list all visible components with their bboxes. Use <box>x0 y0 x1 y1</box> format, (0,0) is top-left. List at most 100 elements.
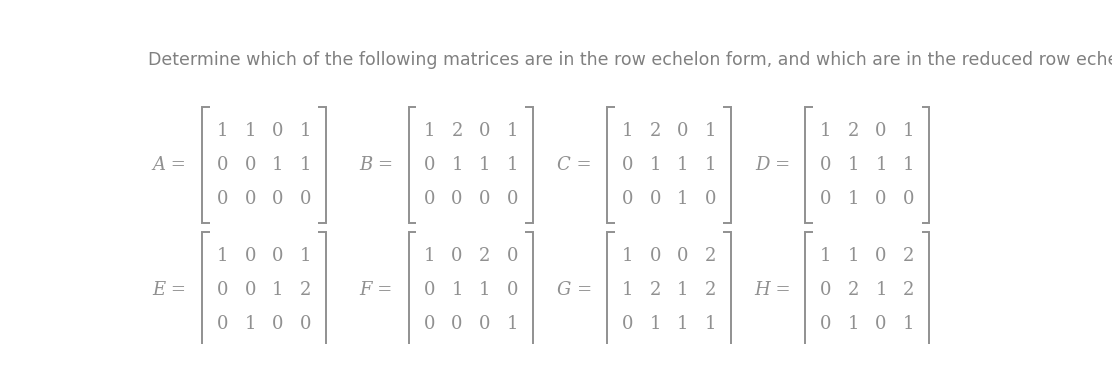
Text: 1: 1 <box>875 156 886 174</box>
Text: 0: 0 <box>875 247 886 265</box>
Text: 0: 0 <box>217 315 228 333</box>
Text: 1: 1 <box>847 247 860 265</box>
Text: 0: 0 <box>649 190 661 208</box>
Text: 0: 0 <box>677 247 688 265</box>
Text: 1: 1 <box>299 156 311 174</box>
Text: 1: 1 <box>821 122 832 140</box>
Text: 1: 1 <box>451 281 463 299</box>
Text: 1: 1 <box>705 156 716 174</box>
Text: 0: 0 <box>245 156 256 174</box>
Text: 1: 1 <box>622 247 634 265</box>
Text: 0: 0 <box>245 281 256 299</box>
Text: Determine which of the following matrices are in the row echelon form, and which: Determine which of the following matrice… <box>148 51 1112 69</box>
Text: H =: H = <box>754 281 791 299</box>
Text: 1: 1 <box>217 247 228 265</box>
Text: 0: 0 <box>299 190 311 208</box>
Text: 0: 0 <box>272 247 284 265</box>
Text: 0: 0 <box>622 156 634 174</box>
Text: 2: 2 <box>705 247 716 265</box>
Text: 2: 2 <box>479 247 490 265</box>
Text: 0: 0 <box>479 122 490 140</box>
Text: 1: 1 <box>705 122 716 140</box>
Text: 2: 2 <box>299 281 311 299</box>
Text: 0: 0 <box>875 122 886 140</box>
Text: 1: 1 <box>677 156 688 174</box>
Text: 0: 0 <box>821 190 832 208</box>
Text: A =: A = <box>152 156 186 174</box>
Text: 2: 2 <box>847 122 860 140</box>
Text: 0: 0 <box>299 315 311 333</box>
Text: 1: 1 <box>245 315 256 333</box>
Text: 1: 1 <box>705 315 716 333</box>
Text: 0: 0 <box>705 190 716 208</box>
Text: F =: F = <box>359 281 393 299</box>
Text: 1: 1 <box>506 156 518 174</box>
Text: 0: 0 <box>424 190 435 208</box>
Text: G =: G = <box>557 281 592 299</box>
Text: 1: 1 <box>424 247 435 265</box>
Text: 1: 1 <box>903 156 914 174</box>
Text: 1: 1 <box>272 156 284 174</box>
Text: 0: 0 <box>451 247 463 265</box>
Text: 0: 0 <box>245 247 256 265</box>
Text: 1: 1 <box>299 247 311 265</box>
Text: 0: 0 <box>622 315 634 333</box>
Text: 1: 1 <box>506 122 518 140</box>
Text: 2: 2 <box>705 281 716 299</box>
Text: 0: 0 <box>217 156 228 174</box>
Text: 0: 0 <box>649 247 661 265</box>
Text: 1: 1 <box>299 122 311 140</box>
Text: 1: 1 <box>677 281 688 299</box>
Text: 2: 2 <box>649 281 661 299</box>
Text: 0: 0 <box>821 281 832 299</box>
Text: 0: 0 <box>821 315 832 333</box>
Text: 1: 1 <box>451 156 463 174</box>
Text: 0: 0 <box>506 190 518 208</box>
Text: 1: 1 <box>847 190 860 208</box>
Text: 1: 1 <box>217 122 228 140</box>
Text: 0: 0 <box>424 281 435 299</box>
Text: 0: 0 <box>506 247 518 265</box>
Text: 1: 1 <box>875 281 886 299</box>
Text: B =: B = <box>359 156 393 174</box>
Text: 2: 2 <box>903 247 914 265</box>
Text: 0: 0 <box>903 190 914 208</box>
Text: 0: 0 <box>479 315 490 333</box>
Text: 0: 0 <box>217 190 228 208</box>
Text: 0: 0 <box>677 122 688 140</box>
Text: 2: 2 <box>451 122 463 140</box>
Text: 0: 0 <box>622 190 634 208</box>
Text: 0: 0 <box>506 281 518 299</box>
Text: 0: 0 <box>272 315 284 333</box>
Text: 1: 1 <box>622 281 634 299</box>
Text: C =: C = <box>557 156 592 174</box>
Text: D =: D = <box>755 156 790 174</box>
Text: 1: 1 <box>903 315 914 333</box>
Text: 0: 0 <box>272 190 284 208</box>
Text: 1: 1 <box>649 315 661 333</box>
Text: 2: 2 <box>649 122 661 140</box>
Text: 1: 1 <box>821 247 832 265</box>
Text: 1: 1 <box>649 156 661 174</box>
Text: 0: 0 <box>217 281 228 299</box>
Text: 1: 1 <box>272 281 284 299</box>
Text: 0: 0 <box>451 190 463 208</box>
Text: 0: 0 <box>451 315 463 333</box>
Text: 0: 0 <box>245 190 256 208</box>
Text: 0: 0 <box>821 156 832 174</box>
Text: E =: E = <box>152 281 186 299</box>
Text: 1: 1 <box>847 315 860 333</box>
Text: 2: 2 <box>903 281 914 299</box>
Text: 1: 1 <box>424 122 435 140</box>
Text: 2: 2 <box>847 281 860 299</box>
Text: 0: 0 <box>875 315 886 333</box>
Text: 0: 0 <box>424 315 435 333</box>
Text: 0: 0 <box>272 122 284 140</box>
Text: 1: 1 <box>677 315 688 333</box>
Text: 0: 0 <box>479 190 490 208</box>
Text: 0: 0 <box>424 156 435 174</box>
Text: 1: 1 <box>847 156 860 174</box>
Text: 0: 0 <box>875 190 886 208</box>
Text: 1: 1 <box>677 190 688 208</box>
Text: 1: 1 <box>479 281 490 299</box>
